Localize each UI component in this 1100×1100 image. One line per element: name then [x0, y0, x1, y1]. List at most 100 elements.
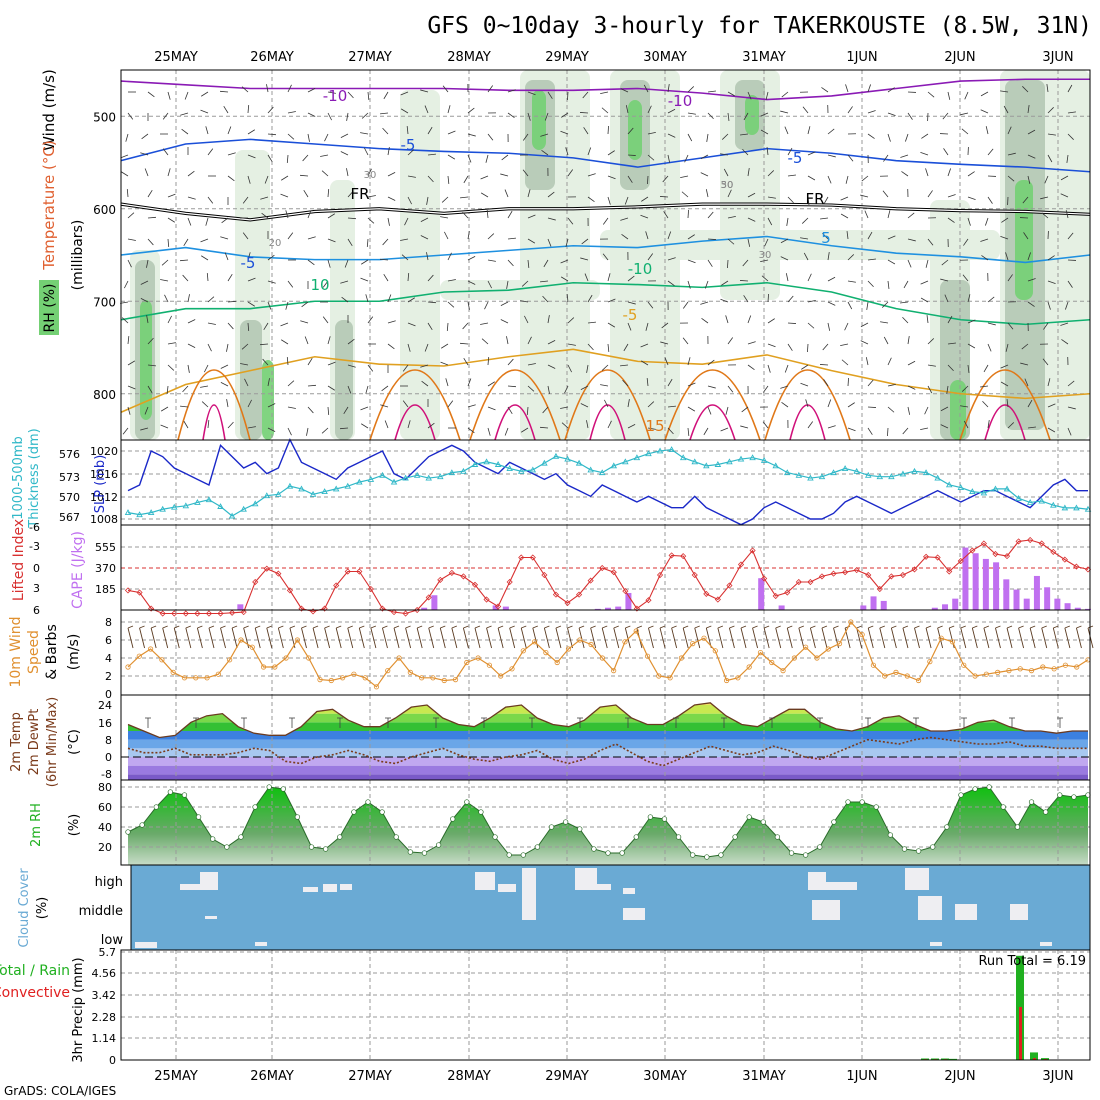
wind-barb: [561, 112, 569, 118]
wind-barb: [174, 625, 180, 629]
wind-barb: [807, 273, 812, 282]
rh-marker: [647, 814, 654, 820]
wind-speed-marker: [757, 649, 764, 656]
lifted-index-marker: [390, 609, 398, 616]
wind-barb: [980, 385, 989, 388]
wind-barb: [200, 385, 209, 388]
wind-barb: [1007, 126, 1012, 135]
axis-title: Wind (m/s): [40, 69, 58, 151]
wind-barb: [643, 84, 649, 93]
tick-label: 3: [33, 582, 40, 595]
date-label: 26MAY: [250, 50, 294, 65]
rh-marker: [1000, 804, 1006, 810]
wind-barb: [567, 627, 573, 649]
wind-barb: [880, 321, 889, 324]
wind-barb: [327, 406, 330, 416]
thickness-marker: [749, 454, 756, 461]
rh-marker: [294, 814, 301, 820]
wind-barb: [306, 427, 309, 436]
cloud-block: [623, 888, 635, 894]
wind-barb: [140, 427, 149, 431]
wind-barb: [621, 233, 629, 240]
wind-barb: [287, 111, 296, 114]
lifted-index-marker: [1015, 538, 1022, 545]
wind-barb: [607, 273, 611, 282]
thickness-marker: [668, 446, 675, 453]
wind-barb: [241, 86, 249, 93]
wind-speed-marker: [170, 669, 176, 676]
wind-barb: [847, 427, 856, 432]
wind-barb: [624, 627, 631, 649]
wind-barb: [1067, 133, 1074, 140]
wind-barb: [247, 252, 251, 261]
wind-barb: [500, 319, 509, 324]
lifted-index-marker: [275, 570, 282, 577]
wind-barb: [927, 238, 934, 246]
lifted-index-marker: [680, 553, 687, 560]
wind-barb: [667, 378, 673, 387]
wind-barb: [441, 196, 449, 203]
thickness-marker: [645, 450, 652, 457]
wind-barb: [866, 301, 869, 310]
date-label: 25MAY: [154, 50, 198, 65]
wind-barb: [167, 238, 170, 248]
thickness-marker: [575, 459, 583, 466]
wind-barb: [845, 84, 849, 93]
wind-barb: [627, 322, 632, 331]
wind-barb: [280, 322, 289, 327]
contour-label: FR: [350, 185, 369, 203]
wind-barb: [602, 625, 608, 629]
wind-barb: [827, 128, 835, 135]
wind-barb: [127, 336, 130, 345]
thickness-marker: [356, 478, 363, 485]
cloud-block: [200, 872, 218, 890]
tick-label: 4: [105, 652, 112, 665]
wind-barb: [126, 188, 129, 198]
temp-band: [128, 722, 1088, 731]
wind-barb: [247, 399, 252, 408]
wind-barb: [784, 364, 789, 373]
wind-barb: [402, 400, 409, 408]
wind-barb: [587, 321, 596, 324]
wind-barb: [220, 625, 226, 629]
thickness-marker: [344, 482, 352, 489]
wind-barb: [607, 343, 610, 352]
wind-barb: [587, 294, 593, 303]
cape-bar: [1044, 587, 1051, 610]
wind-barb: [127, 259, 132, 268]
wind-barb: [255, 625, 261, 629]
thickness-marker: [228, 512, 236, 519]
wind-barb: [416, 625, 423, 629]
temp-band: [128, 713, 1088, 723]
wind-barb: [247, 277, 256, 282]
wind-speed-marker: [1040, 664, 1046, 670]
axis-title: SLP (mb): [93, 455, 108, 514]
wind-barb: [1067, 111, 1076, 114]
contour-label: 10: [310, 276, 329, 294]
wind-barb: [442, 85, 449, 93]
wind-barb: [347, 627, 354, 649]
wind-barb: [167, 168, 171, 177]
wind-barb: [641, 196, 649, 202]
wind-barb: [226, 399, 229, 408]
rh-marker: [195, 814, 202, 820]
wind-barb: [304, 336, 309, 345]
wind-barb: [983, 627, 990, 649]
wind-barb: [507, 237, 516, 240]
wind-barb: [905, 133, 909, 142]
wind-speed-marker: [136, 653, 142, 659]
wind-barb: [671, 627, 678, 649]
wind-barb: [206, 272, 209, 282]
wind-barb: [937, 627, 944, 649]
wind-barb: [542, 406, 549, 414]
rh-marker: [252, 804, 258, 810]
wind-barb: [307, 112, 316, 117]
wind-barb: [867, 231, 873, 240]
wind-barb: [786, 217, 789, 226]
wind-barb: [497, 625, 504, 629]
wind-barb: [447, 279, 456, 282]
wind-barb: [807, 175, 816, 181]
cape-bar: [492, 605, 499, 610]
thickness-marker: [679, 454, 687, 461]
wind-barb: [266, 627, 273, 649]
